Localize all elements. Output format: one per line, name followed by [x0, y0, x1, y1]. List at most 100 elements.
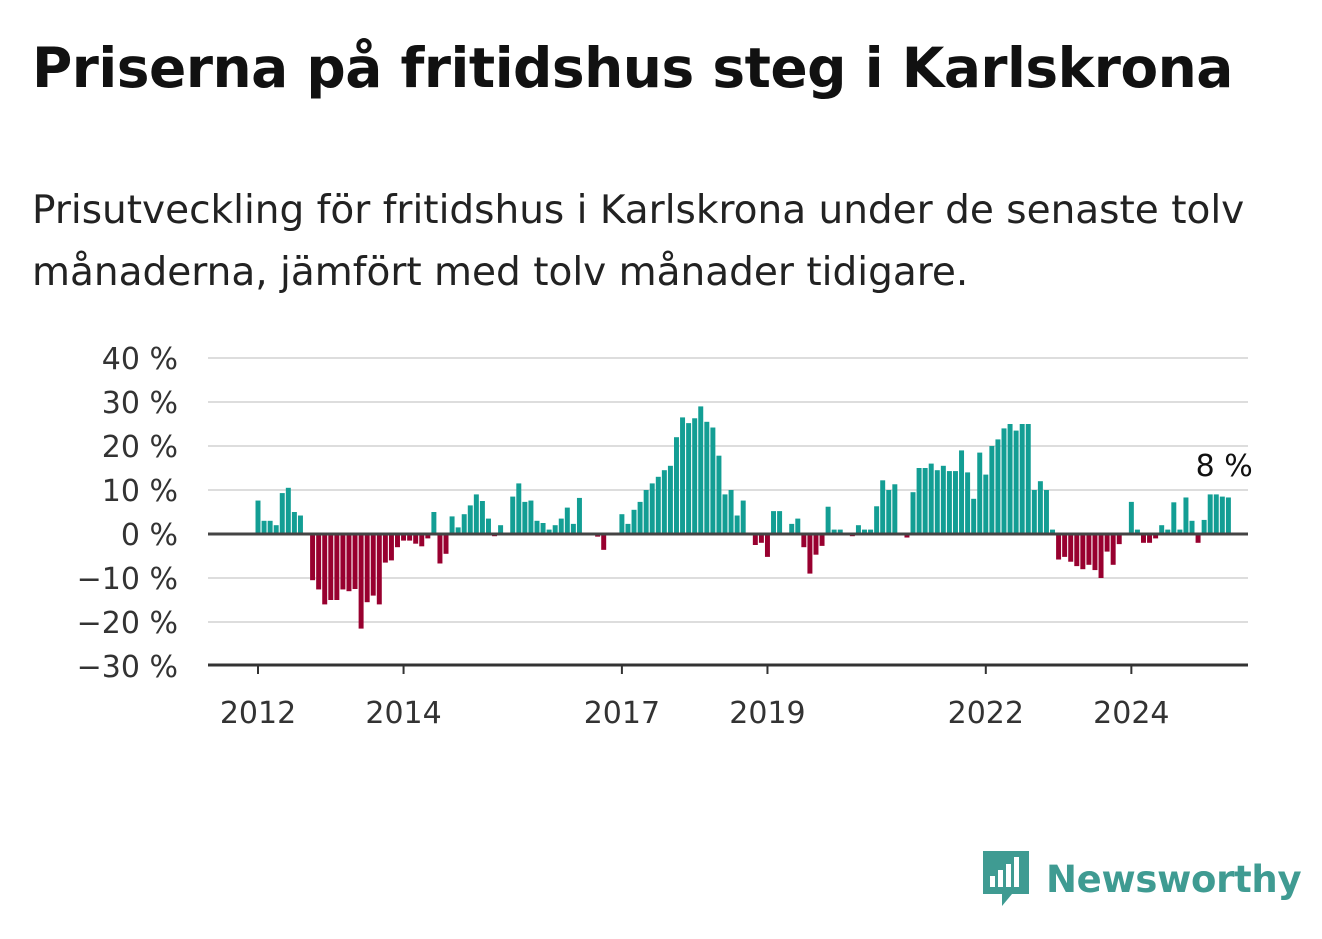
- bar: [1013, 430, 1019, 534]
- bar: [467, 505, 473, 534]
- bar: [1001, 428, 1007, 534]
- bar: [1189, 520, 1195, 534]
- bar: [1165, 529, 1171, 534]
- bar: [934, 470, 940, 534]
- bar: [771, 511, 777, 534]
- bar: [255, 500, 261, 534]
- bar: [1147, 534, 1153, 543]
- bar: [522, 501, 528, 534]
- bar: [1086, 534, 1092, 565]
- bar: [946, 471, 952, 534]
- axes: [208, 532, 1248, 674]
- bar: [789, 523, 795, 534]
- bar: [880, 480, 886, 534]
- bar: [498, 525, 504, 534]
- bar: [601, 534, 607, 550]
- bar: [364, 534, 370, 603]
- bar: [637, 501, 643, 534]
- y-axis-labels: −30 % −20 % −10 % 0 % 10 % 20 % 30 % 40 %: [77, 342, 178, 685]
- bar: [752, 534, 758, 545]
- bar: [710, 427, 716, 534]
- bar: [777, 511, 783, 534]
- bar: [886, 490, 892, 534]
- bar: [1219, 496, 1225, 534]
- bar: [382, 534, 388, 563]
- bar: [764, 534, 770, 557]
- x-tick-label: 2017: [584, 696, 660, 731]
- bar: [407, 534, 413, 541]
- bar: [528, 500, 534, 534]
- bar: [673, 437, 679, 534]
- bar: [758, 534, 764, 543]
- bar: [922, 468, 928, 534]
- x-tick-label: 2014: [365, 696, 441, 731]
- newsworthy-logo-icon: [983, 851, 1029, 906]
- bar-chart: −30 %−20 %−10 %0 %10 %20 %30 %40 % 2012 2…: [77, 342, 1256, 731]
- chart-subtitle: Prisutveckling för fritidshus i Karlskro…: [32, 188, 1245, 295]
- y-tick-label: 20 %: [102, 430, 178, 465]
- bar: [977, 452, 983, 534]
- bar: [643, 490, 649, 534]
- bar: [1141, 534, 1146, 543]
- bar: [340, 534, 346, 590]
- bar: [1213, 494, 1219, 534]
- bar: [1207, 494, 1213, 534]
- bar: [983, 474, 989, 534]
- x-tick-label: 2024: [1093, 696, 1169, 731]
- bar: [874, 506, 880, 534]
- x-axis-labels: 2012 2014 2017 2019 2022 2024: [220, 696, 1170, 731]
- bar: [328, 534, 334, 600]
- bar: [1153, 534, 1159, 539]
- bar: [1080, 534, 1086, 570]
- bar: [831, 529, 837, 534]
- y-tick-label: −20 %: [77, 606, 178, 641]
- y-tick-label: 10 %: [102, 474, 178, 509]
- bar: [801, 534, 807, 548]
- bar: [837, 529, 843, 534]
- y-tick-label: 40 %: [102, 342, 178, 377]
- bar: [928, 463, 934, 534]
- bar: [540, 523, 546, 534]
- bar: [1037, 481, 1043, 534]
- bar: [334, 534, 340, 600]
- bar: [273, 525, 279, 534]
- bar: [916, 468, 922, 534]
- bar: [534, 520, 540, 534]
- bar: [959, 450, 965, 534]
- bar: [1098, 534, 1104, 578]
- bar: [1062, 534, 1068, 557]
- bar: [1128, 501, 1134, 534]
- bar: [625, 523, 631, 534]
- bar: [291, 512, 297, 534]
- bar: [868, 529, 874, 534]
- bar: [740, 500, 746, 534]
- bar: [649, 483, 655, 534]
- bar: [680, 417, 686, 534]
- y-tick-label: −30 %: [77, 650, 178, 685]
- bar: [437, 534, 443, 564]
- x-tick-label: 2019: [729, 696, 805, 731]
- bar: [1177, 529, 1183, 534]
- newsworthy-brand: Newsworthy: [980, 848, 1302, 910]
- bar: [698, 406, 704, 534]
- bar: [564, 507, 570, 534]
- bar: [989, 446, 995, 534]
- bar: [686, 423, 692, 534]
- bar: [728, 490, 734, 534]
- y-tick-label: 0 %: [121, 518, 178, 553]
- bar: [546, 529, 552, 534]
- gridlines: [208, 357, 1248, 623]
- bar: [862, 529, 867, 534]
- bar: [819, 534, 825, 546]
- bar: [425, 534, 431, 539]
- bar: [310, 534, 316, 581]
- bar: [455, 527, 461, 534]
- bar: [370, 534, 376, 596]
- bar: [279, 493, 285, 534]
- bar: [1043, 490, 1049, 534]
- chart-title: Priserna på fritidshus steg i Karlskrona: [32, 36, 1233, 100]
- bar: [1110, 534, 1116, 565]
- bar: [473, 494, 479, 534]
- bar: [807, 534, 813, 574]
- bar: [661, 470, 667, 534]
